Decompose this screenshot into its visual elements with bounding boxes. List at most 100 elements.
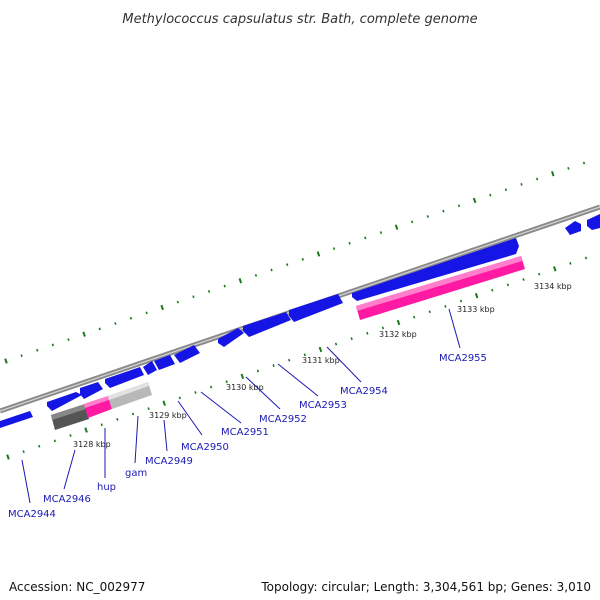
minor-tick [364, 236, 367, 240]
minor-tick [53, 439, 57, 443]
major-tick [316, 251, 321, 257]
minor-tick [114, 322, 117, 325]
inner-tick-row [6, 256, 588, 460]
major-tick [4, 358, 8, 364]
forward-strand-genes [0, 214, 600, 428]
minor-tick [426, 215, 429, 218]
minor-tick [350, 337, 353, 341]
rna-gene[interactable] [51, 404, 86, 420]
map-title: Methylococcus capsulatus str. Bath, comp… [122, 12, 477, 27]
gene-arrow[interactable] [218, 328, 244, 347]
gene-arrow[interactable] [587, 214, 600, 230]
minor-tick [207, 290, 211, 293]
major-tick [160, 304, 164, 311]
gene-label[interactable]: gam [125, 468, 147, 479]
minor-tick [301, 257, 304, 261]
gene-arrow[interactable] [105, 367, 144, 388]
gene-arrow[interactable] [80, 382, 103, 399]
major-tick [162, 400, 166, 406]
gene-label[interactable]: MCA2949 [145, 456, 193, 467]
minor-tick [100, 423, 103, 427]
minor-tick [520, 183, 523, 186]
gene-label[interactable]: MCA2953 [299, 400, 347, 411]
minor-tick [20, 354, 23, 358]
minor-tick [379, 231, 383, 234]
gene-label[interactable]: MCA2946 [43, 494, 91, 505]
accession-text: Accession: NC_002977 [9, 580, 146, 594]
minor-tick [194, 391, 197, 394]
minor-tick [129, 316, 133, 320]
minor-tick [286, 263, 289, 267]
minor-tick [582, 161, 586, 165]
minor-tick [491, 288, 494, 292]
tick-labels: 3128 kbp 3129 kbp 3130 kbp 3131 kbp 3132… [73, 282, 572, 449]
minor-tick [522, 278, 525, 281]
minor-tick [147, 407, 150, 410]
gene-rect[interactable] [84, 396, 112, 418]
minor-tick [98, 327, 101, 331]
gene-arrow[interactable] [565, 221, 581, 235]
minor-tick [303, 353, 306, 357]
minor-tick [567, 166, 570, 170]
minor-tick [256, 369, 260, 373]
gene-label[interactable]: MCA2950 [181, 442, 229, 453]
minor-tick [428, 310, 431, 314]
rna-gene[interactable] [108, 382, 149, 400]
gene-arrow[interactable] [174, 345, 200, 363]
gene-label[interactable]: MCA2951 [221, 427, 269, 438]
tick-label: 3129 kbp [149, 411, 187, 420]
minor-tick [366, 331, 369, 335]
minor-tick [332, 247, 336, 251]
gene-arrow[interactable] [154, 355, 175, 370]
gene-arrow[interactable] [289, 294, 343, 322]
minor-tick [288, 358, 291, 362]
outer-tick-row [4, 161, 586, 364]
minor-tick [36, 348, 39, 352]
tick-label: 3134 kbp [534, 282, 572, 291]
gene-label[interactable]: hup [97, 482, 116, 493]
minor-tick [51, 343, 55, 347]
minor-tick [459, 299, 463, 303]
minor-tick [444, 305, 447, 308]
gene-arrow[interactable] [47, 392, 82, 411]
minor-tick [506, 283, 510, 287]
major-tick [396, 319, 401, 326]
minor-tick [504, 188, 508, 192]
minor-tick [270, 268, 273, 272]
gene-arrow[interactable] [143, 361, 157, 375]
gene-label[interactable]: MCA2955 [439, 353, 487, 364]
major-tick [552, 266, 557, 272]
gene-label[interactable]: MCA2952 [259, 414, 307, 425]
minor-tick [569, 261, 572, 265]
major-tick [238, 278, 243, 284]
major-tick [82, 331, 86, 337]
gene-label[interactable]: MCA2954 [340, 386, 388, 397]
minor-tick [145, 311, 148, 315]
minor-tick [457, 204, 461, 208]
major-tick [318, 346, 323, 353]
gene-arrow[interactable] [352, 238, 519, 301]
minor-tick [131, 412, 135, 416]
minor-tick [209, 385, 213, 389]
gene-rect[interactable] [84, 396, 109, 408]
gene-rect[interactable] [356, 256, 522, 311]
major-tick [551, 171, 555, 177]
gene-label[interactable]: MCA2944 [8, 509, 56, 520]
minor-tick [348, 241, 351, 245]
tick-label: 3131 kbp [302, 356, 340, 365]
gene-arrow[interactable] [0, 411, 33, 428]
minor-tick [413, 315, 416, 319]
gene-leader-lines [21, 308, 461, 504]
minor-tick [411, 220, 414, 224]
major-tick [84, 427, 88, 433]
minor-tick [442, 209, 445, 213]
major-tick [472, 197, 477, 204]
minor-tick [254, 273, 258, 277]
minor-tick [69, 434, 72, 437]
minor-tick [381, 326, 385, 330]
minor-tick [67, 338, 70, 341]
gene-arrow[interactable] [243, 312, 291, 337]
major-tick [6, 454, 10, 460]
minor-tick [38, 444, 41, 448]
minor-tick [22, 450, 25, 454]
